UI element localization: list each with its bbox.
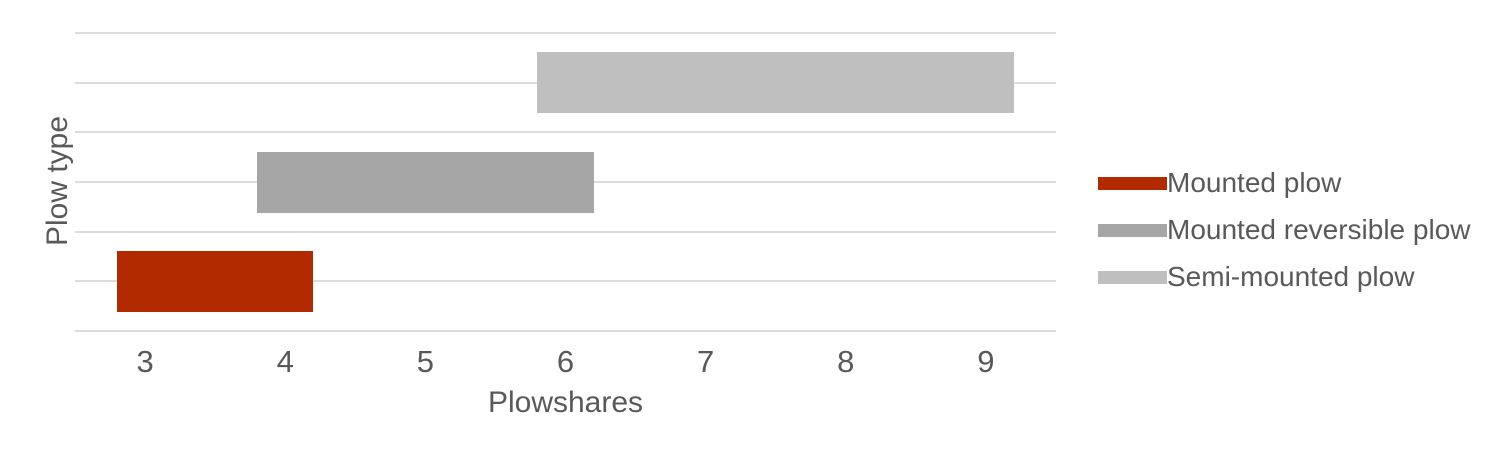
y-axis-title: Plow type — [41, 115, 74, 247]
gridline — [75, 131, 1056, 134]
x-tick-label: 3 — [136, 344, 154, 379]
legend-swatch — [1098, 270, 1167, 284]
x-tick-label: 5 — [416, 344, 434, 379]
legend-item: Mounted plow — [1098, 166, 1471, 200]
gridline — [75, 280, 1056, 283]
legend: Mounted plow Mounted reversible plow Semi-… — [1098, 166, 1471, 294]
legend-swatch — [1098, 223, 1167, 237]
x-tick-label: 7 — [697, 344, 715, 379]
legend-swatch — [1098, 176, 1167, 190]
legend-item: Semi-mounted plow — [1098, 260, 1471, 294]
bar-mounted-plow — [117, 250, 314, 312]
legend-item: Mounted reversible plow — [1098, 213, 1471, 247]
legend-label: Semi-mounted plow — [1167, 261, 1415, 292]
gridline — [75, 230, 1056, 233]
gridline — [75, 32, 1056, 34]
legend-label: Mounted plow — [1167, 167, 1342, 198]
x-tick-label: 4 — [276, 344, 294, 379]
bar-semi-mounted-plow — [537, 52, 1014, 114]
legend-label: Mounted reversible plow — [1167, 214, 1471, 245]
x-tick-label: 6 — [556, 344, 575, 379]
x-axis-title: Plowshares — [487, 386, 644, 419]
x-tick-label: 8 — [837, 344, 855, 379]
bar-mounted-reversible-plow — [257, 151, 594, 213]
x-tick-label: 9 — [977, 344, 995, 379]
x-axis-line — [75, 330, 1056, 332]
plot-area — [75, 32, 1056, 332]
